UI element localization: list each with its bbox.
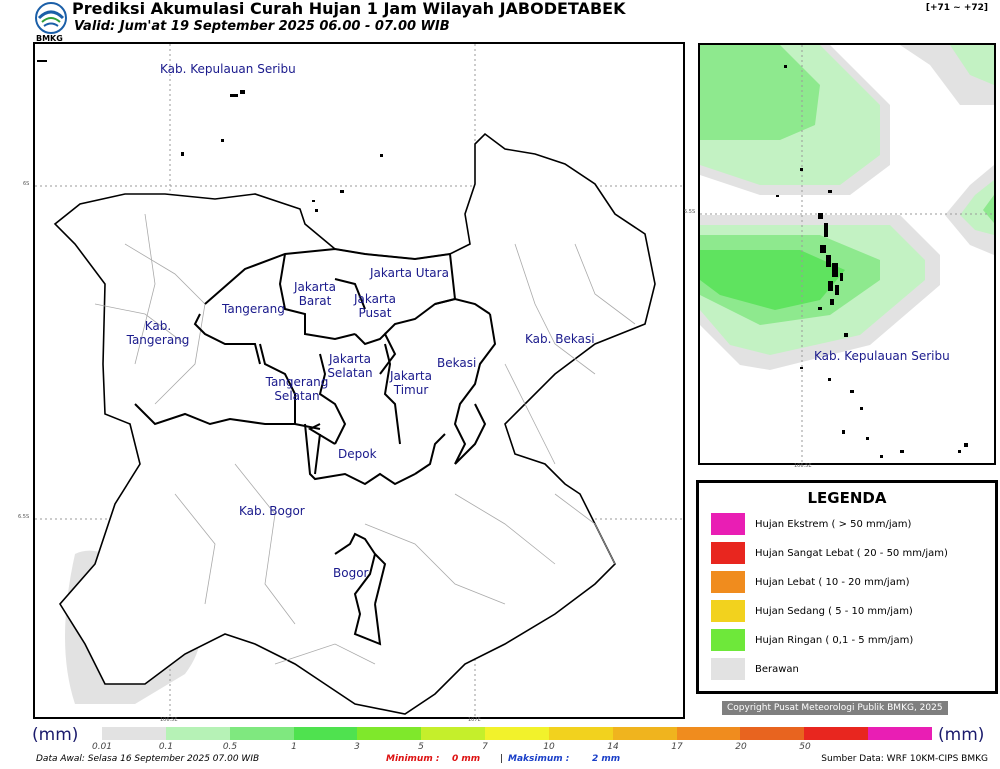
label-tangerang: Tangerang [222, 302, 285, 316]
tick-lat-65s: 6.5S [18, 514, 30, 520]
legend-item-ekstrem: Hujan Ekstrem ( > 50 mm/jam) [711, 513, 911, 535]
label-jakarta-barat: Jakarta Barat [294, 280, 336, 308]
footer-minimum-label: Minimum : [386, 754, 440, 764]
legend-item-sangat-lebat: Hujan Sangat Lebat ( 20 - 50 mm/jam) [711, 542, 948, 564]
islands [37, 60, 383, 212]
main-map-svg [35, 44, 683, 717]
run-offset: [+71 ~ +72] [925, 3, 988, 13]
colorbar-segment [804, 727, 869, 740]
footer-sumber: Sumber Data: WRF 10KM-CIPS BMKG [821, 754, 988, 764]
legend-item-ringan: Hujan Ringan ( 0,1 - 5 mm/jam) [711, 629, 913, 651]
label-kab-bekasi: Kab. Bekasi [525, 332, 595, 346]
islands [776, 65, 968, 458]
inset-map: Kab. Kepulauan Seribu [698, 43, 996, 465]
label-jakarta-selatan: Jakarta Selatan [327, 352, 373, 380]
bmkg-logo-icon [34, 2, 68, 34]
legend-item-lebat: Hujan Lebat ( 10 - 20 mm/jam) [711, 571, 909, 593]
city-boundaries [134, 247, 497, 646]
colorbar-tick: 3 [354, 742, 360, 752]
colorbar-segment [868, 727, 932, 740]
legend-label: Hujan Ekstrem ( > 50 mm/jam) [755, 518, 912, 530]
footer-maksimum-label: Maksimum : [508, 754, 570, 764]
colorbar-segment [548, 727, 613, 740]
legend-label: Berawan [755, 663, 799, 675]
legend-title: LEGENDA [807, 489, 887, 507]
label-jakarta-utara: Jakarta Utara [370, 266, 449, 280]
colorbar-segment [293, 727, 358, 740]
colorbar-tick: 17 [671, 742, 683, 752]
label-kab-tangerang: Kab. Tangerang [126, 319, 190, 347]
colorbar-segment [485, 727, 549, 740]
valid-period: Valid: Jum'at 19 September 2025 06.00 - … [74, 19, 450, 34]
colorbar-unit-left: (mm) [32, 725, 79, 745]
legend-item-berawan: Berawan [711, 658, 799, 680]
district-boundaries [94, 213, 636, 665]
label-bekasi: Bekasi [437, 356, 477, 370]
inset-map-svg [700, 45, 994, 463]
land-outline [53, 132, 656, 715]
colorbar-tick: 5 [418, 742, 424, 752]
graticule [700, 45, 994, 463]
colorbar-segment [165, 727, 230, 740]
label-kab-bogor: Kab. Bogor [239, 504, 305, 518]
colorbar-segment [229, 727, 294, 740]
ringan-mid-area [700, 45, 820, 140]
colorbar [102, 727, 932, 740]
label-tangerang-selatan: Tangerang Selatan [265, 375, 329, 403]
legend-label: Hujan Sangat Lebat ( 20 - 50 mm/jam) [755, 547, 948, 559]
colorbar-unit-right: (mm) [938, 725, 985, 745]
legend-swatch [711, 629, 745, 651]
tick-lon-107e: 107E [468, 717, 481, 723]
colorbar-tick: 1 [291, 742, 297, 752]
footer-minimum-value: 0 mm [452, 754, 481, 764]
main-map: Kab. Kepulauan Seribu Jakarta Utara Jaka… [33, 42, 685, 719]
colorbar-tick: 10 [543, 742, 555, 752]
legend-swatch [711, 658, 745, 680]
legend-swatch [711, 542, 745, 564]
label-kep-seribu: Kab. Kepulauan Seribu [160, 62, 296, 76]
colorbar-segment [421, 727, 486, 740]
label-depok: Depok [338, 447, 377, 461]
ringan-mid-area [983, 195, 994, 223]
colorbar-tick: 20 [735, 742, 747, 752]
ringan-strong-area [700, 250, 845, 310]
colorbar-segment [676, 727, 741, 740]
colorbar-segment [612, 727, 677, 740]
copyright-badge: Copyright Pusat Meteorologi Publik BMKG,… [722, 701, 948, 715]
colorbar-segment [102, 727, 166, 740]
inset-tick-lon: 106.5E [794, 463, 812, 469]
label-jakarta-timur: Jakarta Timur [390, 369, 432, 397]
colorbar-segment [740, 727, 805, 740]
colorbar-tick: 14 [607, 742, 619, 752]
footer-maksimum-value: 2 mm [592, 754, 621, 764]
ringan-light-area [960, 180, 994, 235]
inset-tick-lat: 5.5S [684, 209, 696, 215]
legend-panel: LEGENDA Hujan Ekstrem ( > 50 mm/jam) Huj… [696, 480, 998, 694]
legend-swatch [711, 571, 745, 593]
page-title: Prediksi Akumulasi Curah Hujan 1 Jam Wil… [72, 0, 626, 18]
legend-label: Hujan Ringan ( 0,1 - 5 mm/jam) [755, 634, 914, 646]
colorbar-segment [357, 727, 422, 740]
inset-label-kep-seribu: Kab. Kepulauan Seribu [814, 349, 950, 363]
footer-data-awal: Data Awal: Selasa 16 September 2025 07.0… [36, 754, 260, 764]
colorbar-tick: 7 [482, 742, 488, 752]
legend-swatch [711, 513, 745, 535]
colorbar-tick: 0.1 [158, 742, 174, 752]
colorbar-tick: 0.01 [91, 742, 113, 752]
label-bogor: Bogor [333, 566, 369, 580]
legend-item-sedang: Hujan Sedang ( 5 - 10 mm/jam) [711, 600, 913, 622]
footer-separator: | [500, 754, 504, 764]
colorbar-tick: 0.5 [222, 742, 238, 752]
legend-label: Hujan Lebat ( 10 - 20 mm/jam) [755, 576, 910, 588]
tick-lon-1065e: 106.5E [160, 717, 178, 723]
legend-label: Hujan Sedang ( 5 - 10 mm/jam) [755, 605, 913, 617]
legend-swatch [711, 600, 745, 622]
logo-text: BMKG [36, 34, 63, 43]
ringan-light-area [950, 45, 994, 85]
label-jakarta-pusat: Jakarta Pusat [354, 292, 396, 320]
tick-lat-6s: 6S [23, 181, 30, 187]
colorbar-tick: 50 [799, 742, 811, 752]
